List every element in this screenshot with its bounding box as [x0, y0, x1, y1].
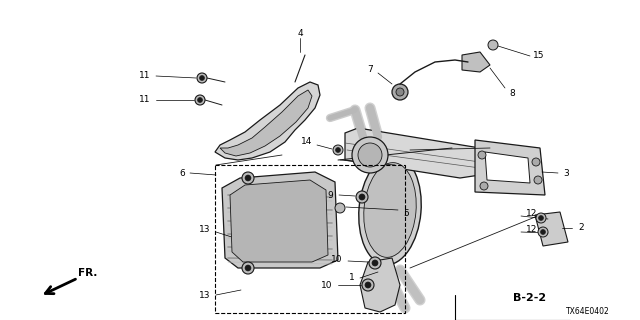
- Polygon shape: [485, 152, 530, 183]
- Text: 8: 8: [509, 89, 515, 98]
- Ellipse shape: [359, 155, 421, 265]
- Circle shape: [352, 137, 388, 173]
- Circle shape: [532, 158, 540, 166]
- Polygon shape: [230, 180, 328, 262]
- Text: 4: 4: [297, 28, 303, 37]
- Circle shape: [198, 98, 202, 102]
- Circle shape: [200, 76, 205, 81]
- Circle shape: [392, 84, 408, 100]
- Text: 13: 13: [198, 226, 210, 235]
- Text: TX64E0402: TX64E0402: [566, 308, 610, 316]
- Circle shape: [534, 176, 542, 184]
- Polygon shape: [215, 82, 320, 160]
- Circle shape: [245, 175, 251, 181]
- Text: 2: 2: [578, 223, 584, 233]
- Circle shape: [365, 282, 371, 288]
- Text: 10: 10: [321, 282, 332, 291]
- Circle shape: [372, 260, 378, 266]
- Polygon shape: [222, 172, 338, 268]
- Polygon shape: [475, 140, 545, 195]
- Text: 11: 11: [138, 95, 150, 105]
- Text: 12: 12: [526, 209, 538, 218]
- Circle shape: [362, 279, 374, 291]
- Text: 3: 3: [563, 169, 569, 178]
- Polygon shape: [345, 128, 480, 178]
- Text: 11: 11: [138, 71, 150, 81]
- Text: 5: 5: [403, 209, 409, 218]
- Text: FR.: FR.: [78, 268, 97, 278]
- Circle shape: [541, 229, 545, 235]
- Polygon shape: [535, 212, 568, 246]
- Text: 14: 14: [301, 138, 312, 147]
- Polygon shape: [462, 52, 490, 72]
- Circle shape: [245, 265, 251, 271]
- Bar: [215, 165, 405, 313]
- Text: B-2-2: B-2-2: [513, 293, 547, 303]
- Circle shape: [242, 262, 254, 274]
- Circle shape: [536, 213, 546, 223]
- Circle shape: [333, 145, 343, 155]
- Text: 10: 10: [330, 255, 342, 265]
- Text: 12: 12: [526, 226, 538, 235]
- Text: 9: 9: [327, 190, 333, 199]
- Circle shape: [195, 95, 205, 105]
- Circle shape: [396, 88, 404, 96]
- Circle shape: [538, 227, 548, 237]
- Circle shape: [358, 143, 382, 167]
- Circle shape: [359, 194, 365, 200]
- Polygon shape: [360, 258, 400, 312]
- Circle shape: [480, 182, 488, 190]
- Text: 7: 7: [367, 66, 373, 75]
- Circle shape: [538, 215, 543, 220]
- Text: 13: 13: [198, 291, 210, 300]
- Circle shape: [478, 151, 486, 159]
- Ellipse shape: [364, 163, 416, 257]
- Circle shape: [197, 73, 207, 83]
- Circle shape: [335, 148, 340, 153]
- Circle shape: [488, 40, 498, 50]
- Circle shape: [242, 172, 254, 184]
- Polygon shape: [220, 90, 312, 156]
- Circle shape: [335, 203, 345, 213]
- Text: 6: 6: [179, 169, 185, 178]
- Text: 15: 15: [533, 52, 545, 60]
- Text: 1: 1: [349, 274, 355, 283]
- Circle shape: [356, 191, 368, 203]
- Circle shape: [369, 257, 381, 269]
